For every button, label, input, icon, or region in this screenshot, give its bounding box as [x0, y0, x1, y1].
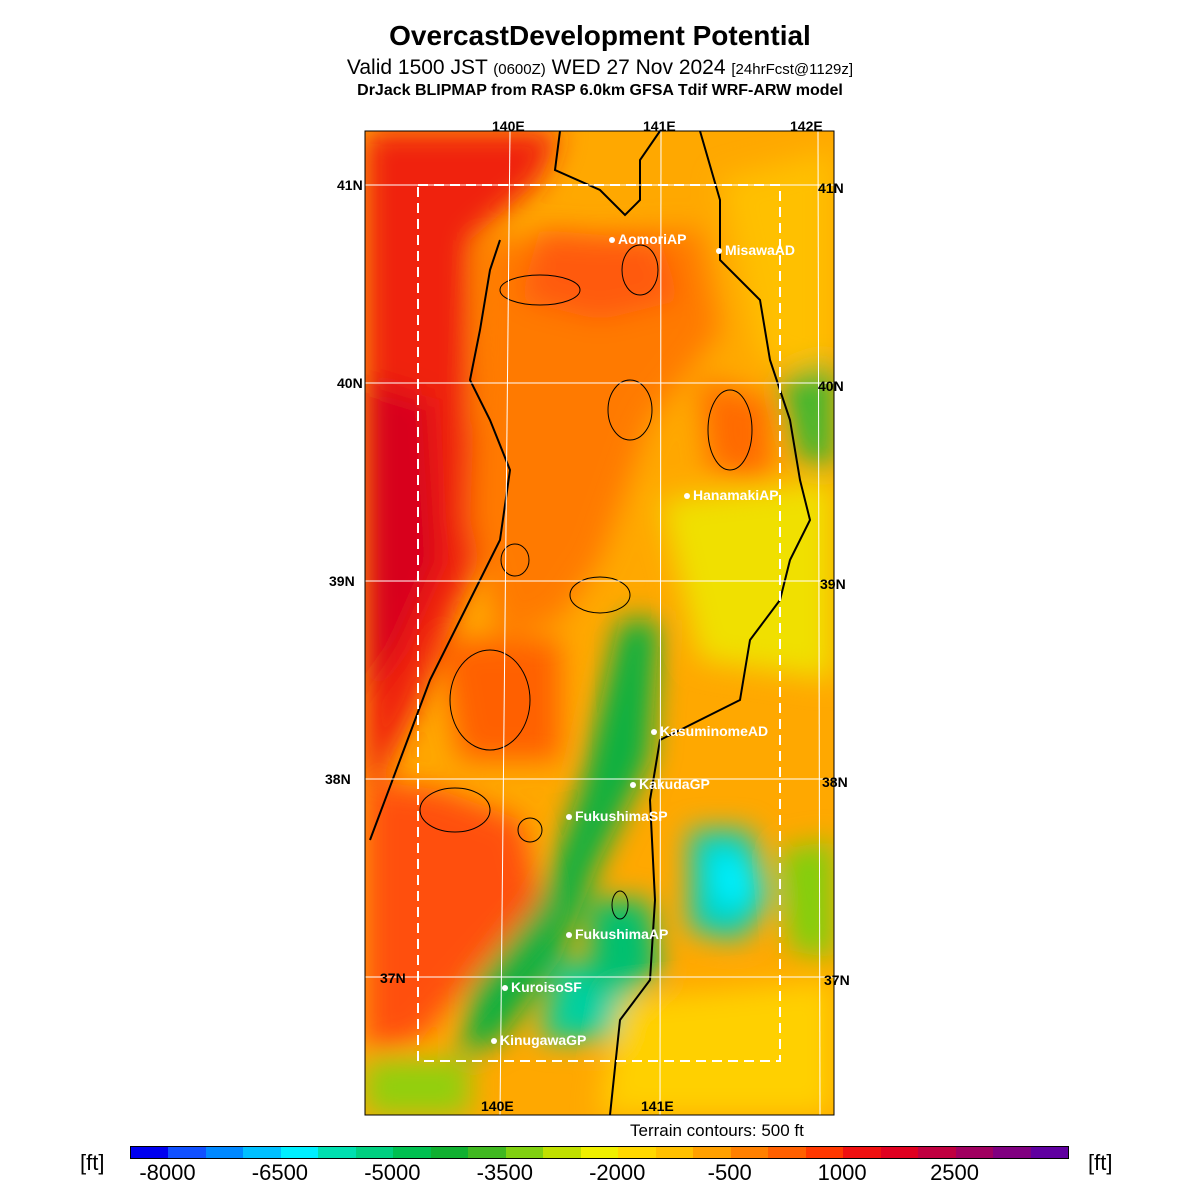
map-field: [365, 131, 834, 1115]
station-dot-icon: [609, 237, 615, 244]
lat-label-right-37n: 37N: [824, 972, 850, 988]
colorbar-tick-label: -5000: [364, 1160, 421, 1185]
station-dot-icon: [566, 814, 572, 821]
colorbar-swatch: [280, 1147, 319, 1158]
colorbar-swatch: [655, 1147, 694, 1158]
colorbar-swatch: [618, 1147, 656, 1158]
colorbar-tick-label: -6500: [251, 1160, 309, 1185]
lat-label-left-37n: 37N: [380, 970, 406, 986]
station-dot-icon: [716, 248, 722, 255]
station-misawa-ad: MisawaAD: [716, 242, 795, 258]
station-dot-icon: [651, 729, 657, 736]
colorbar-swatch: [730, 1147, 769, 1158]
colorbar-tick-label: -3500: [476, 1160, 533, 1185]
lat-label-left-39n: 39N: [329, 573, 355, 589]
lon-label-bottom-141e: 141E: [641, 1098, 674, 1114]
colorbar-tick-label: -2000: [589, 1160, 646, 1185]
station-dot-icon: [491, 1038, 497, 1045]
colorbar-swatch: [993, 1147, 1031, 1158]
lon-label-top-142e: 142E: [790, 118, 823, 134]
station-dot-icon: [566, 932, 572, 939]
lat-label-left-38n: 38N: [325, 771, 351, 787]
colorbar-swatch: [918, 1147, 956, 1158]
colorbar-swatch: [131, 1147, 169, 1158]
station-kasuminome-ad: KasuminomeAD: [651, 723, 768, 739]
station-fukushima-ap: FukushimaAP: [566, 926, 668, 942]
colorbar-swatch: [318, 1147, 356, 1158]
lat-label-left-41n: 41N: [337, 177, 363, 193]
forecast-info: [24hrFcst@1129z]: [731, 61, 854, 78]
station-dot-icon: [684, 493, 690, 500]
colorbar-swatch: [1030, 1147, 1069, 1158]
colorbar-swatch: [430, 1147, 469, 1158]
valid-time-line: Valid 1500 JST (0600Z) WED 27 Nov 2024 […: [0, 56, 1200, 80]
colorbar-tick-label: -500: [707, 1160, 752, 1185]
colorbar-swatch: [843, 1147, 881, 1158]
station-dot-icon: [630, 782, 636, 789]
colorbar-swatch: [880, 1147, 919, 1158]
colorbar-swatch: [543, 1147, 581, 1158]
colorbar-swatch: [768, 1147, 806, 1158]
lon-label-top-141e: 141E: [643, 118, 676, 134]
station-kakuda-gp: KakudaGP: [630, 776, 710, 792]
lat-label-right-40n: 40N: [818, 378, 844, 394]
station-fukushima-sp: FukushimaSP: [566, 808, 668, 824]
colorbar-unit-left: [ft]: [80, 1150, 105, 1175]
colorbar-swatch: [580, 1147, 619, 1158]
map-title: OvercastDevelopment Potential: [389, 20, 811, 51]
colorbar-swatch: [805, 1147, 844, 1158]
model-description: DrJack BLIPMAP from RASP 6.0km GFSA Tdif…: [357, 82, 843, 99]
colorbar-swatch: [505, 1147, 544, 1158]
colorbar-swatch: [355, 1147, 394, 1158]
valid-date: WED 27 Nov 2024: [551, 56, 726, 79]
colorbar-unit-right: [ft]: [1088, 1150, 1113, 1175]
colorbar-swatch: [168, 1147, 206, 1158]
valid-time: Valid 1500 JST: [346, 56, 488, 79]
colorbar-swatch: [468, 1147, 506, 1158]
lat-label-right-39n: 39N: [820, 576, 846, 592]
colorbar-swatch: [393, 1147, 431, 1158]
utc-time: (0600Z): [493, 61, 546, 78]
colorbar: [130, 1146, 1069, 1159]
colorbar-swatch: [693, 1147, 731, 1158]
lat-label-right-38n: 38N: [822, 774, 848, 790]
lat-label-right-41n: 41N: [818, 180, 844, 196]
lon-label-top-140e: 140E: [492, 118, 525, 134]
station-hanamaki-ap: HanamakiAP: [684, 487, 779, 503]
colorbar-tick-label: -8000: [139, 1160, 196, 1185]
station-dot-icon: [502, 985, 508, 992]
colorbar-swatch: [205, 1147, 244, 1158]
colorbar-tick-label: 1000: [817, 1160, 867, 1185]
colorbar-tick-label: 2500: [930, 1160, 980, 1185]
station-kinugawa-gp: KinugawaGP: [491, 1032, 586, 1048]
lat-label-left-40n: 40N: [337, 375, 363, 391]
station-kuroiso-sf: KuroisoSF: [502, 979, 582, 995]
colorbar-swatch: [243, 1147, 281, 1158]
station-aomori-ap: AomoriAP: [609, 231, 686, 247]
terrain-contour-note: Terrain contours: 500 ft: [630, 1121, 804, 1140]
lon-label-bottom-140e: 140E: [481, 1098, 514, 1114]
colorbar-swatch: [955, 1147, 994, 1158]
